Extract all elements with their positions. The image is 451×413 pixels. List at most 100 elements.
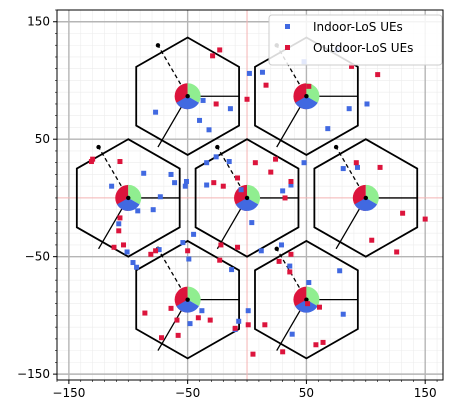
indoor-ue-point	[249, 220, 255, 226]
sector-vertex-dot	[215, 144, 220, 150]
outdoor-ue-point	[273, 156, 279, 162]
outdoor-ue-point	[142, 310, 148, 316]
x-tick-label: −150	[52, 386, 85, 400]
indoor-ue-point	[199, 308, 205, 314]
outdoor-ue-point	[88, 159, 94, 165]
indoor-ue-point	[287, 263, 293, 269]
sector-wedge-southeast	[176, 299, 199, 313]
y-tick-label: 150	[27, 15, 50, 29]
outdoor-ue-point	[287, 269, 293, 275]
outdoor-ue-point	[313, 342, 319, 348]
sector-wedge-southeast	[117, 197, 140, 211]
outdoor-ue-point	[232, 325, 238, 331]
indoor-ue-point	[153, 109, 159, 115]
outdoor-ue-point	[263, 82, 269, 88]
outdoor-ue-point	[213, 101, 219, 107]
outdoor-ue-point	[244, 96, 250, 102]
sector-wedge-northeast	[365, 184, 379, 205]
y-tick-label: −50	[25, 250, 50, 264]
legend-marker-indoor	[285, 24, 290, 29]
outdoor-ue-point	[369, 237, 375, 243]
outdoor-ue-point	[174, 317, 180, 323]
antenna-sector-pies	[115, 83, 379, 313]
outdoor-ue-point	[211, 180, 217, 186]
indoor-ue-point	[134, 264, 140, 270]
legend-label-indoor: Indoor-LoS UEs	[313, 20, 403, 34]
indoor-ue-point	[130, 260, 136, 266]
outdoor-ue-point	[168, 305, 174, 311]
indoor-ue-point	[337, 268, 343, 274]
indoor-ue-point	[157, 194, 163, 200]
y-tick-label: 50	[35, 132, 50, 146]
outdoor-ue-point	[116, 228, 122, 234]
hexagon-cell	[194, 138, 300, 258]
outdoor-ue-point	[316, 304, 322, 310]
sector-vertex-dot	[333, 144, 339, 150]
indoor-ue-point	[364, 101, 370, 107]
outdoor-ue-point	[394, 249, 400, 255]
indoor-ue-point	[135, 208, 141, 214]
outdoor-ue-point	[111, 244, 117, 250]
indoor-ue-point	[227, 106, 233, 112]
outdoor-ue-point	[235, 244, 241, 250]
plot-frame	[56, 9, 444, 381]
outdoor-ue-point	[288, 251, 294, 257]
indoor-ue-point	[180, 240, 186, 246]
outdoor-ue-point	[235, 175, 241, 181]
indoor-ue-point	[197, 117, 203, 123]
hexagon-cell	[313, 138, 419, 258]
sector-wedge-southeast	[295, 299, 318, 313]
indoor-ue-point	[213, 154, 219, 160]
sector-vertex-dot	[274, 246, 279, 251]
indoor-ue-point	[289, 331, 295, 337]
outdoor-ue-point	[117, 159, 123, 165]
outdoor-ue-point	[306, 83, 312, 89]
base-station-dot	[363, 195, 368, 201]
indoor-ue-point	[168, 171, 174, 177]
indoor-ue-point	[206, 127, 212, 133]
outdoor-ue-point	[349, 63, 355, 69]
outdoor-ue-point	[175, 332, 181, 338]
outdoor-ue-point	[276, 258, 282, 264]
sector-wedge-southeast	[354, 197, 378, 211]
indoor-ue-point	[226, 159, 232, 165]
sector-wedge-northeast	[128, 184, 142, 205]
hexagon-cells	[75, 36, 419, 360]
outdoor-ue-point	[375, 72, 381, 78]
outdoor-ue-point	[422, 216, 428, 222]
axis-ticks: −150 −50 50 150 −150 −50 50 150	[17, 9, 438, 400]
outdoor-ue-point	[117, 215, 123, 221]
outdoor-ue-point	[210, 53, 216, 59]
outdoor-ue-point	[217, 47, 223, 53]
outdoor-ue-point	[153, 248, 159, 254]
indoor-ue-point	[186, 256, 192, 262]
outdoor-ue-point	[159, 335, 165, 341]
outdoor-ue-point	[288, 178, 294, 184]
indoor-ue-point	[204, 182, 210, 188]
outdoor-ue-point	[185, 248, 191, 254]
x-tick-label: 150	[414, 386, 437, 400]
base-station-dot	[126, 195, 131, 201]
indoor-ue-point	[236, 318, 242, 324]
indoor-ue-point	[183, 178, 189, 184]
outdoor-ue-point	[195, 315, 201, 321]
sector-wedge-southeast	[295, 96, 318, 110]
outdoor-ue-point	[218, 242, 224, 248]
outdoor-ue-point	[121, 242, 127, 248]
outdoor-ue-point	[207, 317, 213, 323]
indoor-ue-point	[156, 247, 162, 253]
indoor-ue-point	[280, 188, 286, 194]
hexagon-cell	[135, 239, 240, 360]
indoor-ue-point	[346, 106, 352, 112]
indoor-ue-point	[288, 182, 294, 188]
outdoor-ue-point	[148, 251, 154, 257]
indoor-ue-point	[354, 164, 360, 170]
outdoor-ue-point	[377, 164, 383, 170]
legend-label-outdoor: Outdoor-LoS UEs	[313, 41, 413, 55]
outdoor-ue-point	[220, 183, 226, 189]
sector-wedge-southeast	[176, 96, 199, 110]
indoor-ue-point	[258, 248, 264, 254]
base-station-dot	[185, 297, 190, 302]
indoor-ue-point	[259, 69, 265, 75]
